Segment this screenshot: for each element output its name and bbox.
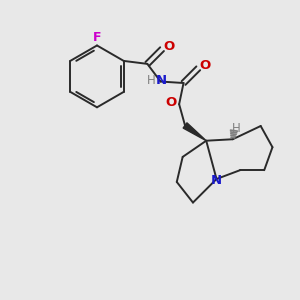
Text: F: F xyxy=(93,31,101,44)
Text: O: O xyxy=(163,40,174,53)
Polygon shape xyxy=(183,123,206,141)
Text: N: N xyxy=(211,174,222,187)
Text: N: N xyxy=(156,74,167,87)
Text: H: H xyxy=(232,122,241,135)
Text: H: H xyxy=(147,74,155,87)
Text: O: O xyxy=(199,59,210,72)
Text: O: O xyxy=(165,96,176,109)
